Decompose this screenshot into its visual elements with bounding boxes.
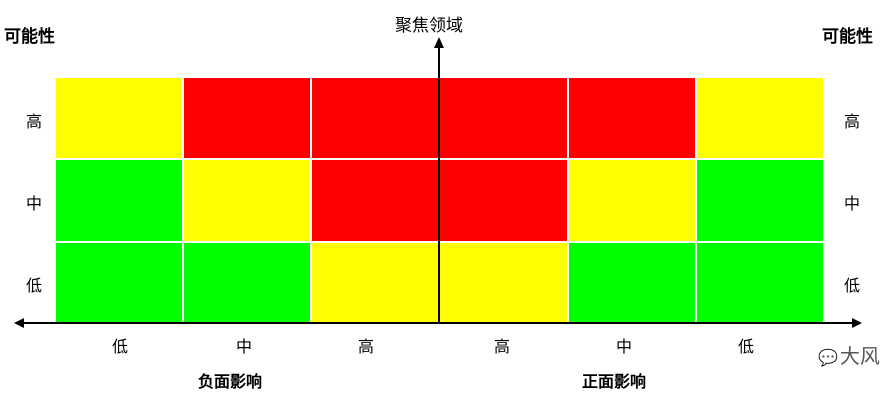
matrix-cell — [56, 160, 183, 241]
matrix-cell — [568, 78, 695, 159]
matrix-cell — [184, 78, 311, 159]
matrix-cell — [568, 160, 695, 241]
matrix-cell — [568, 242, 695, 323]
col-label-pos-medium: 中 — [615, 337, 632, 356]
matrix-cell — [440, 78, 567, 159]
matrix-cell — [312, 78, 439, 159]
wechat-icon: 💬 — [818, 348, 838, 367]
left-arrow-head — [14, 318, 24, 328]
matrix-cell — [312, 242, 439, 323]
watermark-text: 大风 — [839, 344, 880, 368]
row-label-left-high: 高 — [25, 112, 42, 131]
up-arrow-head — [434, 37, 444, 48]
col-label-pos-high: 高 — [493, 337, 510, 356]
col-label-pos-low: 低 — [737, 337, 754, 356]
row-label-right-medium: 中 — [843, 194, 860, 213]
right-arrow-head — [852, 318, 862, 328]
row-label-right-high: 高 — [843, 112, 860, 131]
matrix-cell — [696, 160, 823, 241]
matrix-cell — [56, 78, 183, 159]
matrix-cell — [696, 78, 823, 159]
col-label-neg-low: 低 — [111, 337, 128, 356]
col-label-neg-high: 高 — [357, 337, 374, 356]
matrix-cell — [184, 160, 311, 241]
right-axis-title: 可能性 — [822, 27, 873, 47]
watermark: 💬 大风 — [818, 340, 880, 369]
positive-impact-label: 正面影响 — [582, 372, 647, 391]
row-label-left-medium: 中 — [25, 194, 42, 213]
left-axis-title: 可能性 — [4, 27, 55, 47]
matrix-cell — [696, 242, 823, 323]
row-label-left-low: 低 — [25, 276, 42, 295]
matrix-cell — [440, 242, 567, 323]
matrix-cell — [312, 160, 439, 241]
negative-impact-label: 负面影响 — [198, 372, 263, 391]
matrix-cell — [440, 160, 567, 241]
col-label-neg-medium: 中 — [235, 337, 252, 356]
matrix-cell — [184, 242, 311, 323]
row-label-right-low: 低 — [843, 276, 860, 295]
matrix-cell — [56, 242, 183, 323]
vertical-axis-title: 聚焦领域 — [395, 16, 463, 36]
